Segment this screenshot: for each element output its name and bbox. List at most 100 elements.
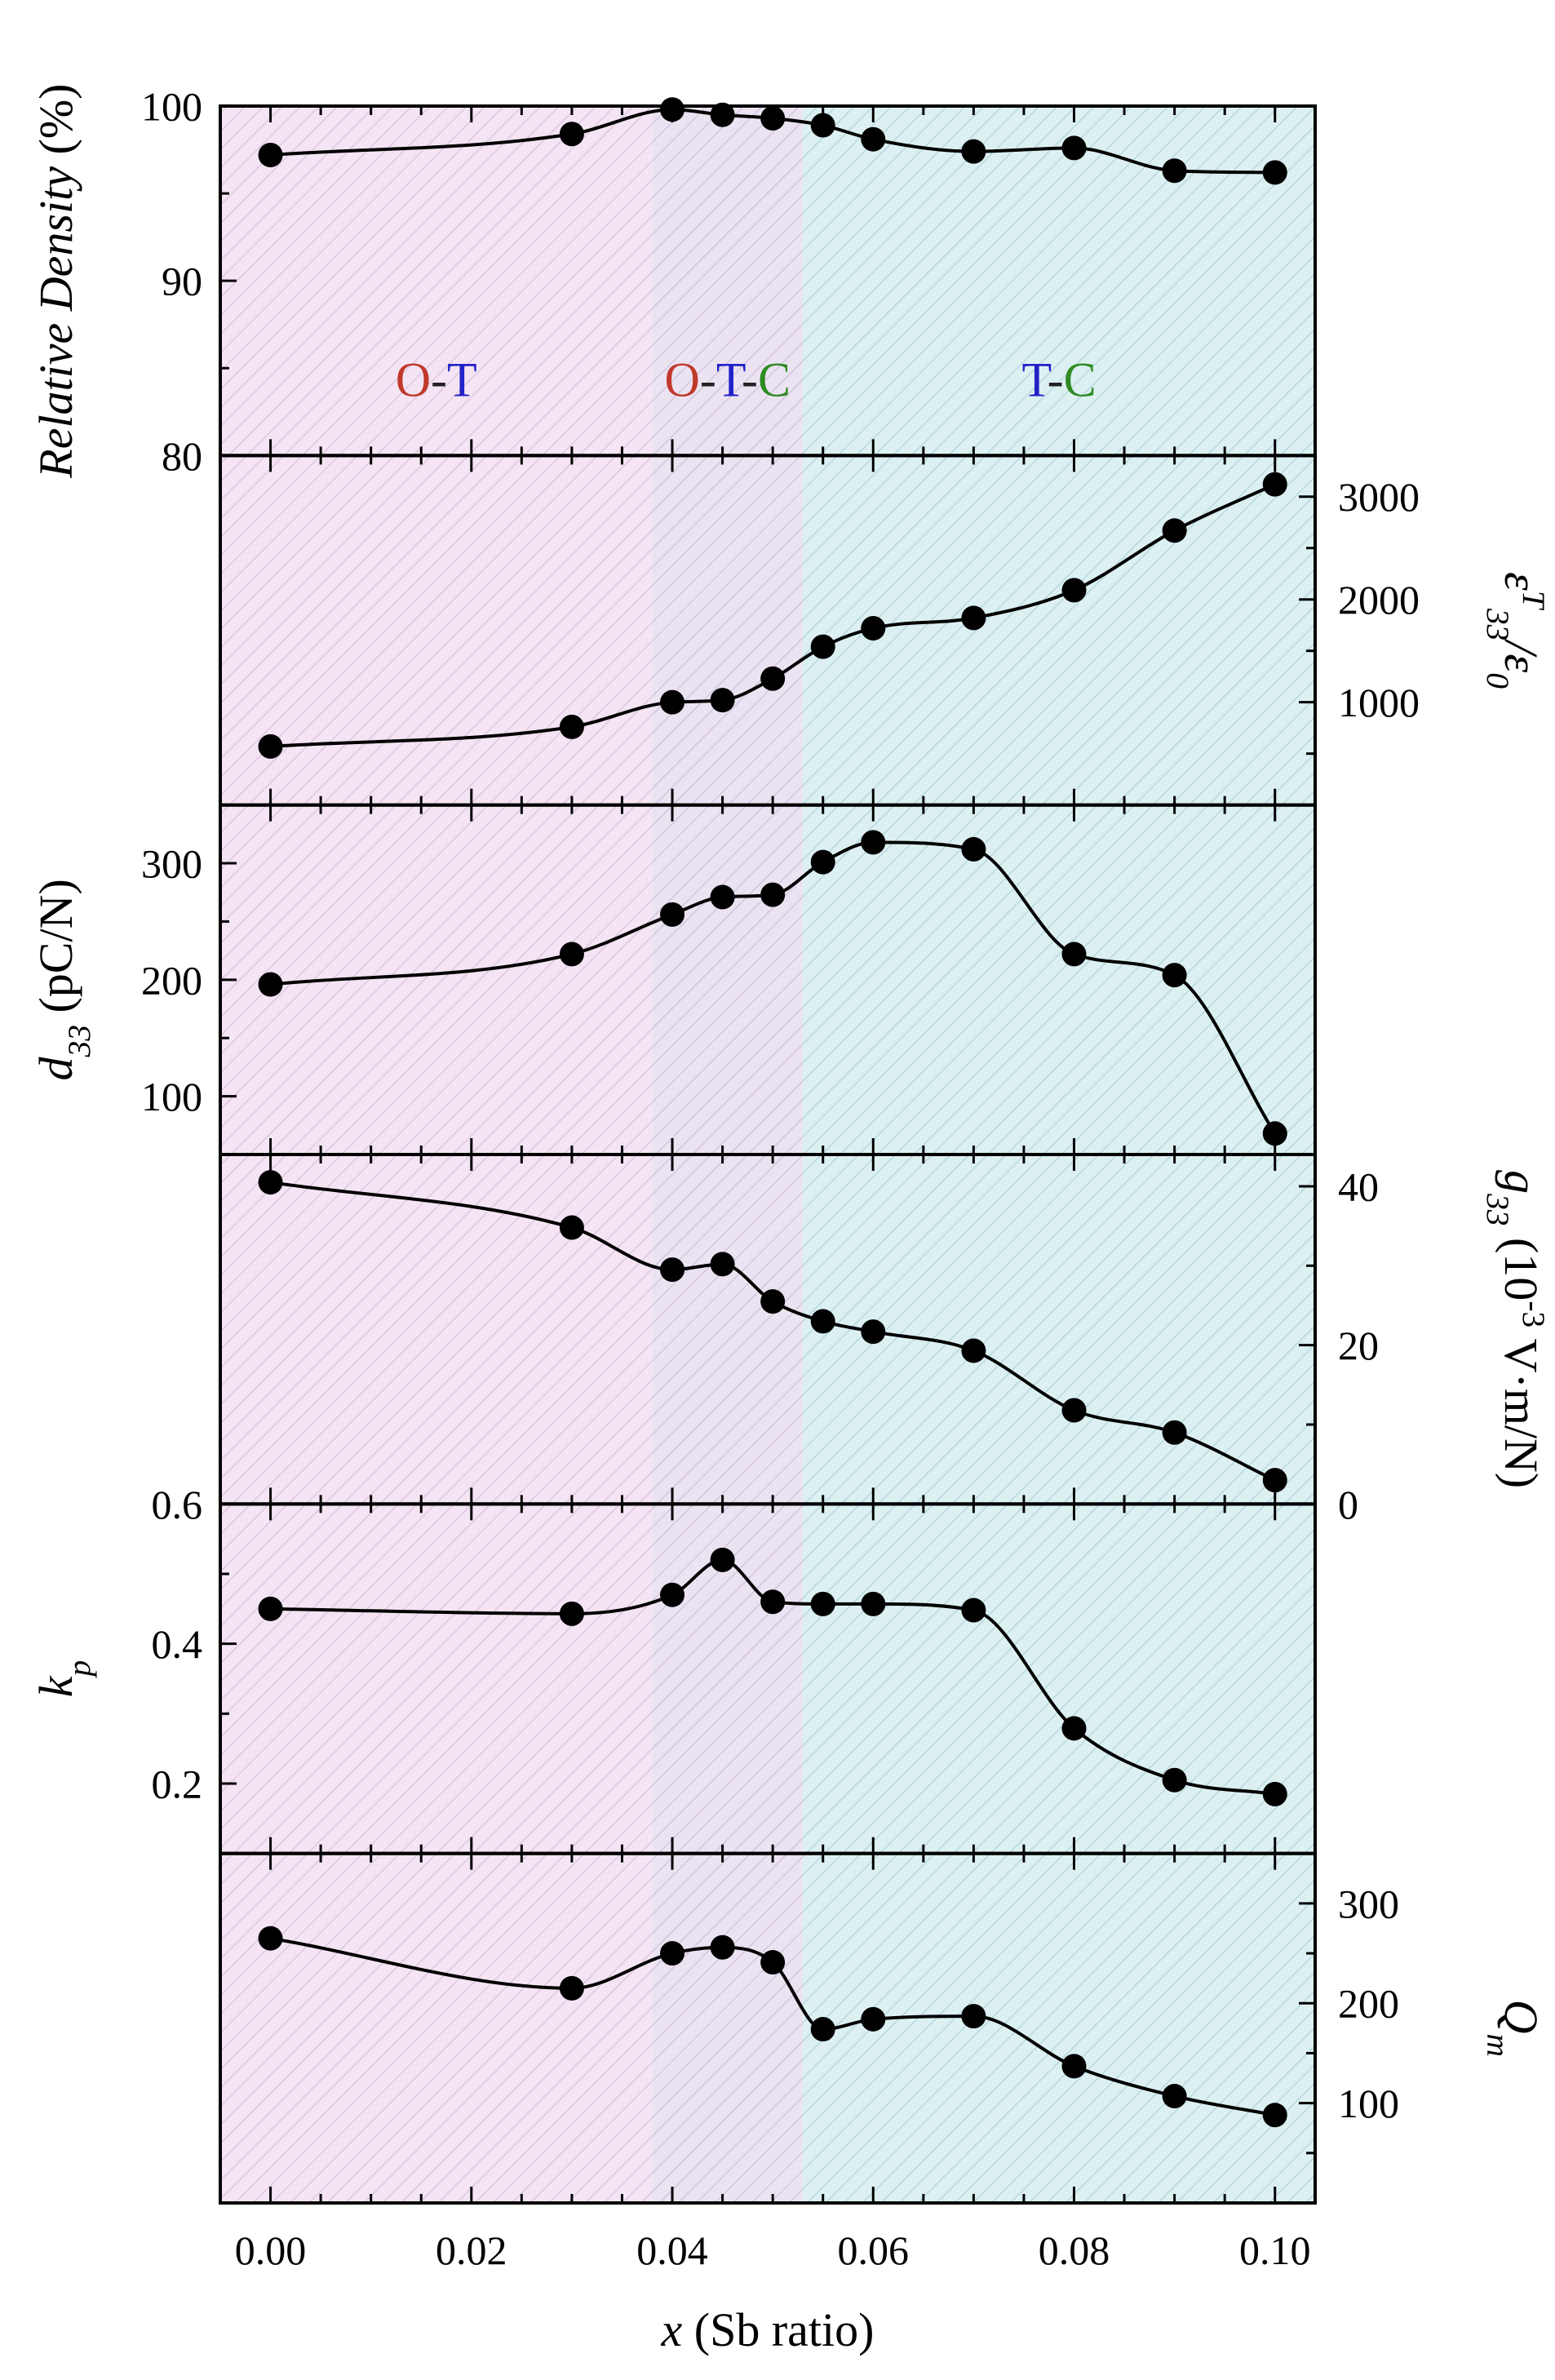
y-axis-qm: 100 200 300 Qm (1299, 1852, 1548, 2205)
data-point-g33 (1162, 1420, 1187, 1445)
data-point-t33-0 (1162, 518, 1187, 543)
x-tick-label: 0.06 (838, 2227, 910, 2273)
data-point-qm (660, 1941, 685, 1966)
data-point-kp (810, 1591, 835, 1616)
data-point-qm (258, 1926, 283, 1951)
y-axis-g33: 0 20 40 g33 (10-3 V·m/N) (1299, 1163, 1552, 1527)
data-point-g33 (760, 1289, 786, 1314)
data-point-kp (861, 1591, 886, 1616)
data-point-kp (660, 1582, 685, 1607)
phase-region-labels: O-T O-T-C T-C (396, 353, 1096, 407)
y-tick-label: 40 (1338, 1163, 1379, 1209)
phase-region-label: O-T-C (665, 353, 791, 407)
panel-g33: 0 20 40 g33 (10-3 V·m/N) (219, 1153, 1552, 1527)
data-point-g33 (710, 1252, 735, 1277)
data-point-t33-0 (861, 615, 886, 640)
y-tick-label: 300 (1338, 1881, 1399, 1926)
data-point-t33-0 (710, 688, 735, 713)
data-point-t33-0 (559, 714, 584, 739)
y-tick-label: 80 (162, 433, 202, 479)
y-tick-label: 100 (1338, 2081, 1399, 2126)
data-point-d33 (1061, 942, 1087, 967)
y-axis-relative-density: 80 90 100 Relative Density (%) (29, 84, 237, 479)
data-point-d33 (258, 972, 283, 997)
data-point-d33 (559, 942, 584, 967)
data-point-relative-density (258, 142, 283, 167)
x-tick-label: 0.10 (1239, 2227, 1311, 2273)
y-axis-kp: 0.2 0.4 0.6 kp (29, 1482, 237, 1855)
y-tick-label: 3000 (1338, 474, 1420, 520)
data-point-d33 (660, 902, 685, 927)
phase-region-label: O-T (396, 353, 477, 407)
y-tick-label: 100 (141, 1074, 202, 1119)
data-point-kp (961, 1598, 986, 1623)
data-point-relative-density (861, 126, 886, 152)
data-point-t33-0 (810, 634, 835, 659)
data-point-relative-density (810, 113, 835, 138)
data-point-d33 (1262, 1121, 1287, 1146)
data-point-qm (1061, 2054, 1087, 2079)
y-tick-label: 20 (1338, 1323, 1379, 1368)
y-tick-label: 2000 (1338, 577, 1420, 623)
data-point-t33-0 (1061, 578, 1087, 603)
y-tick-label: 1000 (1338, 680, 1420, 725)
data-point-qm (1262, 2103, 1287, 2128)
data-point-relative-density (1162, 158, 1187, 184)
data-point-relative-density (710, 102, 735, 127)
panel-qm: 100 200 300 Qm (219, 1851, 1548, 2205)
data-point-d33 (861, 830, 886, 855)
data-point-qm (710, 1935, 735, 1960)
phase-region-label: T-C (1021, 353, 1096, 407)
x-tick-label: 0.00 (235, 2227, 307, 2273)
data-point-t33-0 (660, 689, 685, 715)
data-point-kp (710, 1547, 735, 1572)
data-point-g33 (559, 1215, 584, 1240)
data-point-kp (559, 1601, 584, 1626)
y-tick-label: 0.6 (152, 1482, 203, 1527)
data-point-kp (258, 1596, 283, 1621)
data-point-kp (1162, 1767, 1187, 1793)
panel-frame (219, 1851, 1317, 2205)
y-axis-title-relative-density: Relative Density (%) (29, 84, 82, 479)
data-point-relative-density (1061, 135, 1087, 161)
data-point-t33-0 (961, 605, 986, 631)
data-point-relative-density (1262, 160, 1287, 185)
data-point-relative-density (961, 139, 986, 164)
data-point-g33 (1061, 1398, 1087, 1423)
data-point-t33-0 (258, 734, 283, 759)
data-point-g33 (660, 1257, 685, 1283)
y-tick-label: 200 (1338, 1981, 1399, 2027)
data-point-qm (861, 2006, 886, 2032)
data-point-t33-0 (760, 666, 786, 691)
x-axis: 0.00 0.02 0.04 0.06 0.08 0.10 x (Sb ratio) (235, 2227, 1311, 2356)
data-point-relative-density (559, 122, 584, 147)
data-point-d33 (961, 836, 986, 862)
y-tick-label: 200 (141, 957, 202, 1003)
data-point-kp (1061, 1716, 1087, 1741)
y-axis-title-qm: Qm (1480, 2000, 1548, 2057)
data-point-qm (1162, 2084, 1187, 2109)
y-axis-d33: 100 200 300 d33 (pC/N) (29, 804, 237, 1156)
x-axis-title: x (Sb ratio) (661, 2303, 875, 2356)
x-tick-label: 0.02 (436, 2227, 507, 2273)
data-point-g33 (1262, 1468, 1287, 1493)
x-tick-label: 0.08 (1039, 2227, 1110, 2273)
data-point-kp (1262, 1781, 1287, 1806)
y-tick-label: 100 (141, 84, 202, 130)
data-point-qm (810, 2017, 835, 2042)
y-axis-title-kp: kp (29, 1660, 97, 1697)
data-point-d33 (760, 882, 786, 907)
panel-t33-0: 1000 2000 3000 εT33/ε0 (219, 454, 1552, 807)
y-axis-title-g33: g33 (10-3 V·m/N) (1480, 1170, 1552, 1488)
data-point-d33 (1162, 963, 1187, 988)
y-axis-title-d33: d33 (pC/N) (29, 879, 97, 1080)
data-point-d33 (710, 884, 735, 910)
y-tick-label: 300 (141, 841, 202, 887)
data-point-d33 (810, 849, 835, 875)
data-point-relative-density (660, 97, 685, 122)
y-tick-label: 0.4 (152, 1621, 203, 1667)
y-axis-t33-0: 1000 2000 3000 εT33/ε0 (1299, 474, 1552, 807)
data-point-t33-0 (1262, 472, 1287, 497)
